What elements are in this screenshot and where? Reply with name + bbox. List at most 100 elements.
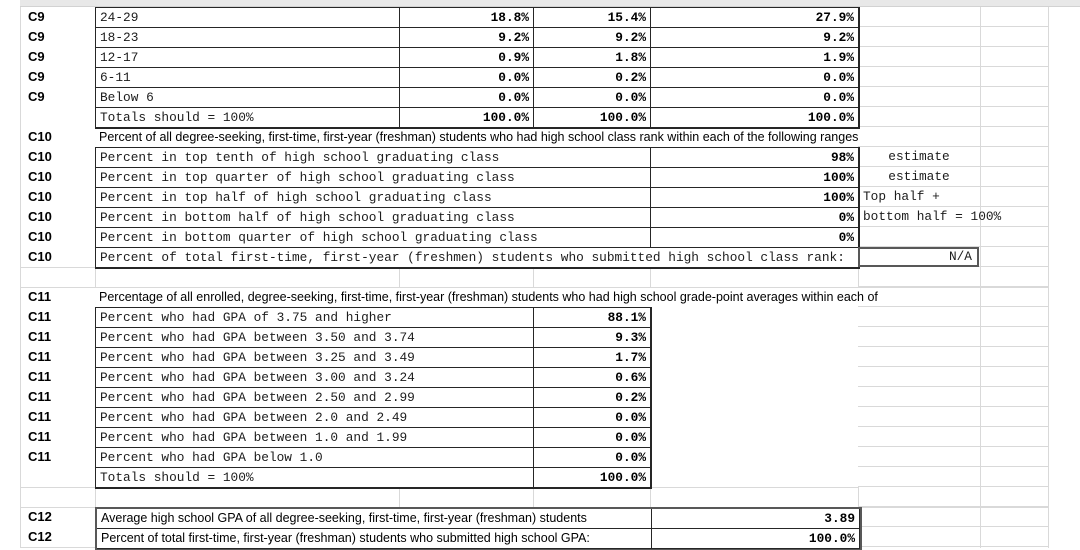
c9-value[interactable]: 0.0% (651, 88, 859, 108)
c11-section-header[interactable]: Percentage of all enrolled, degree-seeki… (99, 290, 878, 304)
c9-value[interactable]: 1.8% (534, 48, 651, 68)
gridline (1048, 7, 1049, 548)
c10-row-label[interactable]: Percent in bottom half of high school gr… (96, 208, 651, 228)
gridline (20, 7, 21, 548)
c9-value[interactable]: 0.0% (400, 88, 534, 108)
gridline (650, 487, 651, 507)
c11-row-label[interactable]: Percent who had GPA between 2.50 and 2.9… (96, 388, 534, 408)
c9-value[interactable]: 9.2% (534, 28, 651, 48)
c11-value[interactable]: 0.0% (534, 408, 651, 428)
row-code-cell[interactable]: C11 (28, 389, 52, 404)
c11-row-label[interactable]: Percent who had GPA between 3.25 and 3.4… (96, 348, 534, 368)
row-code-cell[interactable]: C9 (28, 49, 45, 64)
c10-row-label[interactable]: Percent in top quarter of high school gr… (96, 168, 651, 188)
row-code-cell[interactable]: C9 (28, 9, 45, 24)
c12-value[interactable]: 3.89 (652, 509, 860, 529)
c11-gpa-table: Percent who had GPA of 3.75 and higher 8… (95, 307, 652, 489)
row-code-cell[interactable]: C12 (28, 529, 52, 544)
c10-value[interactable]: 100% (651, 188, 859, 208)
c9-row-label[interactable]: Below 6 (96, 88, 400, 108)
c12-row-label[interactable]: Percent of total first-time, first-year … (97, 529, 652, 549)
row-code-cell[interactable]: C9 (28, 69, 45, 84)
gridline (858, 7, 1048, 548)
c9-row-label[interactable]: 12-17 (96, 48, 400, 68)
row-code-cell[interactable]: C10 (28, 189, 52, 204)
c12-row-label[interactable]: Average high school GPA of all degree-se… (97, 509, 652, 529)
c9-score-range-table: 24-29 18.8% 15.4% 27.9% 18-23 9.2% 9.2% … (95, 7, 860, 129)
c10-value[interactable]: 100% (651, 168, 859, 188)
c9-totals-value[interactable]: 100.0% (651, 108, 859, 128)
c11-value[interactable]: 0.2% (534, 388, 651, 408)
row-code-cell[interactable]: C11 (28, 409, 52, 424)
c10-submitted-rank-value[interactable]: N/A (858, 247, 979, 267)
c9-row-label[interactable]: 6-11 (96, 68, 400, 88)
top-row-strip (20, 0, 1080, 7)
c10-section-header[interactable]: Percent of all degree-seeking, first-tim… (99, 130, 859, 144)
row-code-cell[interactable]: C11 (28, 449, 52, 464)
c10-row-label[interactable]: Percent in bottom quarter of high school… (96, 228, 651, 248)
c11-value[interactable]: 0.6% (534, 368, 651, 388)
row-code-cell[interactable]: C10 (28, 149, 52, 164)
c11-row-label[interactable]: Percent who had GPA between 3.50 and 3.7… (96, 328, 534, 348)
c11-totals-value[interactable]: 100.0% (534, 468, 651, 488)
gridline (980, 7, 981, 548)
c10-note-bottom-half[interactable]: bottom half = 100% (863, 209, 1002, 224)
row-code-cell[interactable]: C10 (28, 169, 52, 184)
c9-value[interactable]: 18.8% (400, 8, 534, 28)
row-code-cell[interactable]: C9 (28, 89, 45, 104)
c9-value[interactable]: 0.9% (400, 48, 534, 68)
gridline (95, 267, 96, 287)
row-code-cell[interactable]: C11 (28, 369, 52, 384)
c9-totals-label[interactable]: Totals should = 100% (96, 108, 400, 128)
c9-value[interactable]: 15.4% (534, 8, 651, 28)
c10-submitted-rank-label[interactable]: Percent of total first-time, first-year … (96, 248, 859, 268)
c11-row-label[interactable]: Percent who had GPA between 2.0 and 2.49 (96, 408, 534, 428)
c10-note-top-half[interactable]: Top half + (863, 189, 940, 204)
row-code-cell[interactable]: C11 (28, 289, 52, 304)
c9-totals-value[interactable]: 100.0% (534, 108, 651, 128)
c11-value[interactable]: 9.3% (534, 328, 651, 348)
c11-totals-label[interactable]: Totals should = 100% (96, 468, 534, 488)
row-code-cell[interactable]: C10 (28, 209, 52, 224)
c11-row-label[interactable]: Percent who had GPA between 3.00 and 3.2… (96, 368, 534, 388)
gridline (20, 547, 95, 548)
c10-note-estimate[interactable]: estimate (888, 149, 950, 164)
c10-value[interactable]: 0% (651, 228, 859, 248)
c9-row-label[interactable]: 18-23 (96, 28, 400, 48)
c11-row-label[interactable]: Percent who had GPA below 1.0 (96, 448, 534, 468)
c11-row-label[interactable]: Percent who had GPA between 1.0 and 1.99 (96, 428, 534, 448)
c11-value[interactable]: 1.7% (534, 348, 651, 368)
c11-row-label[interactable]: Percent who had GPA of 3.75 and higher (96, 308, 534, 328)
c9-value[interactable]: 9.2% (651, 28, 859, 48)
gridline (650, 487, 858, 488)
c10-note-estimate[interactable]: estimate (888, 169, 950, 184)
c10-row-label[interactable]: Percent in top tenth of high school grad… (96, 148, 651, 168)
c11-value[interactable]: 0.0% (534, 448, 651, 468)
c10-row-label[interactable]: Percent in top half of high school gradu… (96, 188, 651, 208)
row-code-cell[interactable]: C12 (28, 509, 52, 524)
c9-value[interactable]: 9.2% (400, 28, 534, 48)
row-code-cell[interactable]: C10 (28, 129, 52, 144)
c9-value[interactable]: 0.0% (534, 88, 651, 108)
row-code-cell[interactable]: C9 (28, 29, 45, 44)
row-code-cell[interactable]: C11 (28, 429, 52, 444)
row-code-cell[interactable]: C11 (28, 349, 52, 364)
c9-totals-value[interactable]: 100.0% (400, 108, 534, 128)
c9-value[interactable]: 0.2% (534, 68, 651, 88)
row-code-cell[interactable]: C11 (28, 329, 52, 344)
c10-value[interactable]: 0% (651, 208, 859, 228)
c9-value[interactable]: 0.0% (400, 68, 534, 88)
gridline (858, 487, 859, 507)
c9-value[interactable]: 27.9% (651, 8, 859, 28)
row-code-cell[interactable]: C11 (28, 309, 52, 324)
c12-value[interactable]: 100.0% (652, 529, 860, 549)
row-code-cell[interactable]: C10 (28, 229, 52, 244)
c10-value[interactable]: 98% (651, 148, 859, 168)
c9-value[interactable]: 1.9% (651, 48, 859, 68)
c11-value[interactable]: 0.0% (534, 428, 651, 448)
c9-value[interactable]: 0.0% (651, 68, 859, 88)
c11-value[interactable]: 88.1% (534, 308, 651, 328)
row-code-cell[interactable]: C10 (28, 249, 52, 264)
c9-row-label[interactable]: 24-29 (96, 8, 400, 28)
